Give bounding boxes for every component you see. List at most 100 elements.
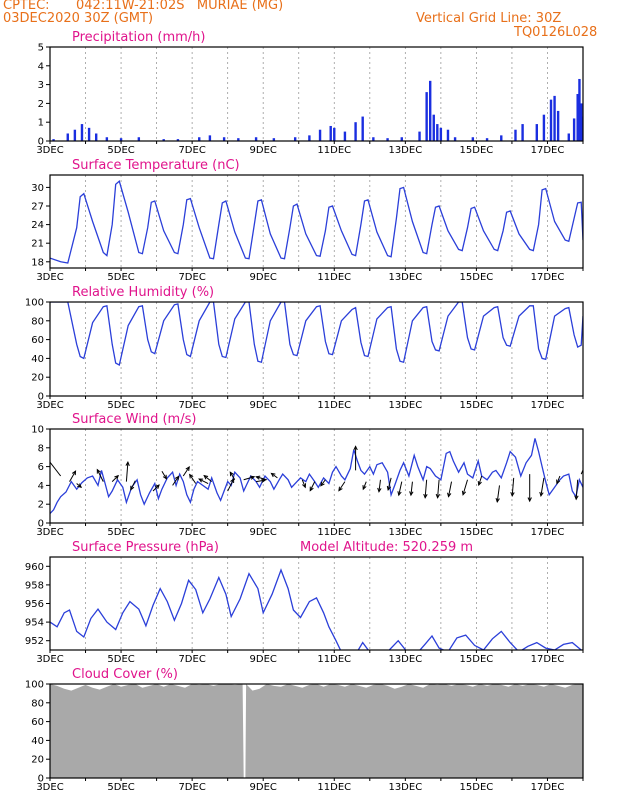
wind-vector [161,471,167,480]
pressure-frame [49,556,584,651]
wind-vector [437,479,440,498]
y-tick-label: 954 [25,618,44,629]
precip-bar [52,139,55,141]
wind-vector [189,474,197,484]
wind-vector-head [203,474,209,480]
x-tick-label: 7DEC [178,272,205,283]
wind-vector-head [130,485,135,491]
y-tick-label: 2 [38,99,44,110]
wind-vector [125,462,129,482]
wind-vector [309,481,316,491]
wind-vector-head [539,491,544,498]
wind-vector [172,476,180,486]
cloud-cover-area [50,684,583,778]
precip-bar [425,92,428,141]
wind-vector-head [189,473,194,479]
wind-vector-head [461,490,467,496]
wind-vector [338,481,346,491]
y-tick-label: 40 [31,736,44,747]
x-tick-label: 15DEC [460,654,494,665]
x-tick-label: 5DEC [107,527,134,538]
wind-frame [49,428,584,524]
x-tick-label: 13DEC [388,400,422,411]
wind-vector [229,472,236,481]
wind-vector-head [229,471,234,477]
wind-vector [496,485,500,502]
wind-vector [96,469,104,482]
x-tick-label: 17DEC [531,400,565,411]
y-tick-label: 0 [38,774,44,785]
wind-vector [50,461,62,477]
precipitation-data [52,78,583,141]
wind-vector-head [574,495,579,501]
precip-bar [308,135,311,141]
temperature-line [50,180,583,264]
x-tick-label: 7DEC [178,145,205,156]
wind-vector-head [77,483,83,489]
x-tick-label: 9DEC [250,145,277,156]
y-tick-label: 100 [25,680,44,691]
precip-bar [453,137,457,141]
wind-vector [398,481,403,496]
precip-bar [343,131,347,141]
cloud-cover-data [50,684,583,778]
x-tick-label: 11DEC [317,400,351,411]
x-tick-label: 3DEC [36,272,63,283]
temperature-data [50,180,583,264]
precip-bar [578,78,581,141]
wind-vector-head [96,468,101,474]
precip-bar [198,137,201,141]
precip-bar [418,131,421,141]
wind-vector [111,475,119,482]
wind-vector [243,476,255,481]
wind-vector-head [353,445,358,451]
pressure-data [50,568,583,650]
precip-bar [73,129,77,141]
temperature-title: Surface Temperature (nC) [72,158,240,173]
wind-vector-head [198,478,204,483]
y-tick-label: 960 [25,562,44,573]
wind-vector-head [423,493,428,499]
x-tick-label: 3DEC [36,527,63,538]
y-tick-label: 10 [31,425,44,436]
precip-bar [66,133,69,141]
wind-vector-head [495,497,500,504]
precip-bar [400,137,403,141]
wind-vector-head [162,474,168,480]
wind-vector-head [435,493,441,499]
pressure-subtitle: Model Altitude: 520.259 m [300,540,473,555]
x-tick-label: 9DEC [250,272,277,283]
wind-vector [203,475,212,483]
precip-bar [436,124,439,141]
y-tick-label: 27 [31,202,44,213]
precip-bar [361,116,364,141]
precipitation-title: Precipitation (mm/h) [72,30,205,45]
pressure-panel: 952 954 956 958 960 3DEC 5DEC 7DEC 9DEC 11DEC 13DE… [25,540,584,665]
precip-bar [137,137,141,141]
pressure-title: Surface Pressure (hPa) [72,540,219,555]
y-tick-label: 1 [38,118,44,129]
x-tick-label: 17DEC [531,782,565,793]
temperature-panel: 18 21 24 27 30 3DEC 5DEC 7DEC 9DEC 11DEC 13DEC 15DE… [31,158,584,283]
x-tick-label: 7DEC [178,654,205,665]
precip-bar [254,137,258,141]
y-tick-label: 5 [38,43,44,54]
x-tick-label: 17DEC [531,527,565,538]
precip-bar [329,125,332,141]
temperature-frame [49,174,584,269]
y-tick-label: 0 [38,137,44,148]
x-tick-label: 5DEC [107,272,134,283]
humidity-frame [49,301,584,397]
precip-bar [272,138,276,141]
y-tick-label: 3 [38,80,44,91]
precip-bar [222,137,226,141]
precip-bar [572,118,576,141]
y-tick-label: 20 [31,755,44,766]
x-tick-label: 3DEC [36,400,63,411]
y-tick-label: 8 [38,443,44,454]
x-tick-label: 15DEC [460,272,494,283]
y-tick-label: 80 [31,316,44,327]
x-tick-label: 11DEC [317,527,351,538]
precip-bar [176,139,180,141]
humidity-data [50,302,583,366]
